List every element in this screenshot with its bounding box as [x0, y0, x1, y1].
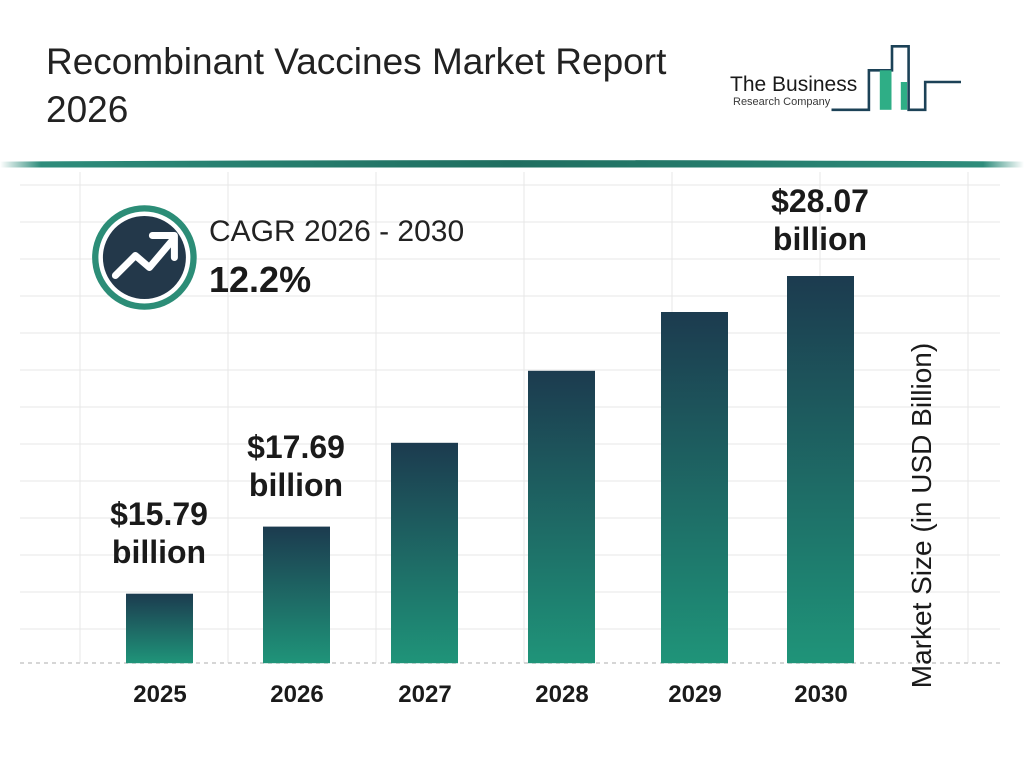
svg-text:Market Size (in USD Billion): Market Size (in USD Billion) [906, 343, 937, 688]
